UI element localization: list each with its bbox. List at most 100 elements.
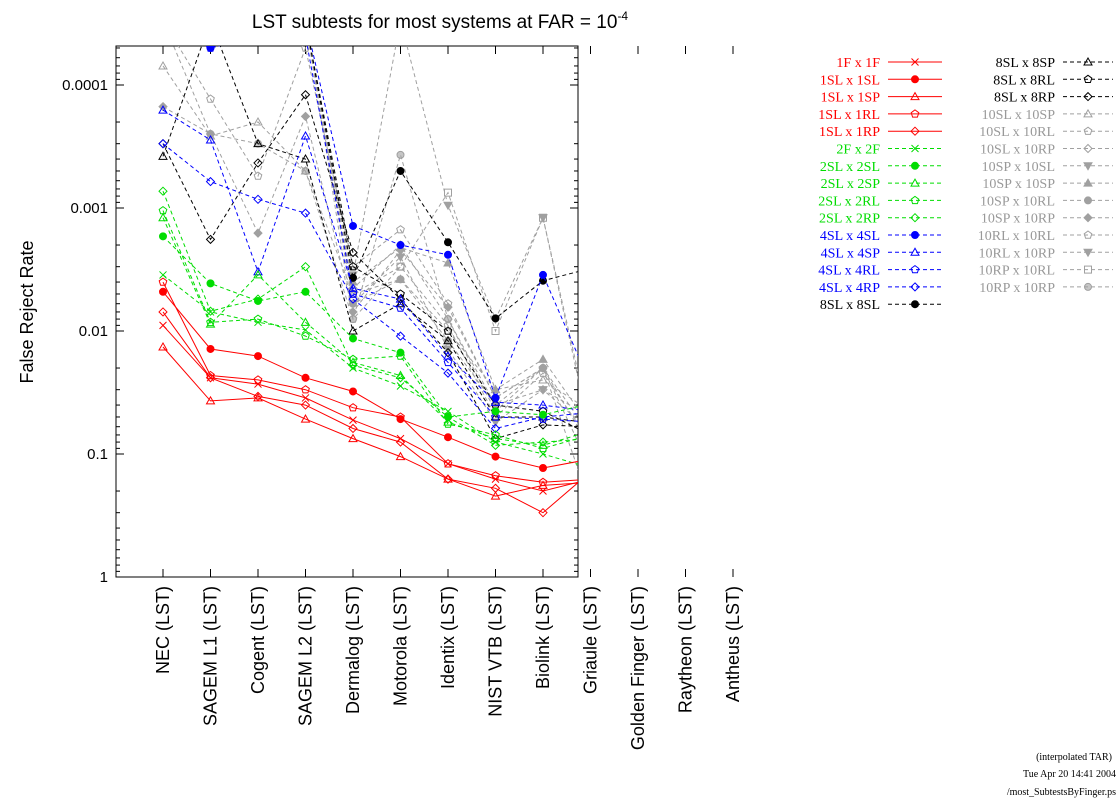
data-point-2sl-x-2sl [730, 430, 737, 437]
legend-label: 2SL x 2SL [820, 160, 880, 175]
x-tick-label: Antheus (LST) [723, 586, 743, 702]
data-point-10sl-x-10rl [587, 501, 595, 508]
data-point-1sl-x-1rp [205, 373, 216, 383]
legend-entry-10rl-x-10rp: 10RL x 10RP [979, 246, 1113, 261]
data-point-10rp-x-10rp [396, 150, 405, 159]
data-point-4sl-x-4sp [729, 423, 737, 430]
legend-entry-1sl-x-1sl: 1SL x 1SL [820, 73, 942, 88]
data-point-10rp-x-10rl [587, 431, 594, 438]
data-point-10rp-x-10rp [206, 129, 215, 138]
series-8sl-x-8rp [158, 90, 578, 444]
legend-entry-2sl-x-2sp: 2SL x 2SP [821, 177, 942, 192]
x-axis: NEC (LST) SAGEM L1 (LST) Cogent (LST) SAGEM… [153, 46, 743, 750]
legend-entry-10sp-x-10rp: 10SP x 10RP [981, 212, 1113, 227]
legend-label: 10SL x 10SP [982, 108, 1056, 123]
series-10rp-x-10rl [309, 46, 594, 438]
x-tick-label: Dermalog (LST) [343, 586, 363, 714]
data-point-2sl-x-2rp [300, 261, 311, 272]
data-point-1sl-x-1sp [300, 414, 311, 423]
data-point-10sl-x-10sp [634, 367, 642, 374]
data-point-4sl-x-4rl [491, 412, 500, 421]
x-tick-label: Golden Finger (LST) [628, 586, 648, 750]
legend-marker-10sp-x-10sp [1083, 178, 1093, 187]
data-point-2sl-x-2sl [587, 400, 594, 407]
data-point-8sl-x-8rl [682, 394, 690, 401]
series-line-4sl-x-4rp [162, 143, 578, 430]
data-point-4sl-x-4rp [729, 418, 737, 426]
data-point-10sp-x-10rl [587, 431, 594, 438]
data-point-8sl-x-8sp [395, 298, 406, 308]
data-point-2sl-x-2sl [206, 279, 215, 288]
data-point-10sl-x-10rl [396, 225, 405, 234]
legend-label: 1SL x 1RL [818, 108, 880, 123]
data-point-1sl-x-1sp [205, 395, 216, 405]
data-point-1sl-x-1rl [443, 459, 453, 468]
legend-entry-2sl-x-2sl: 2SL x 2SL [820, 160, 942, 175]
data-point-10sl-x-10rl [634, 352, 642, 359]
data-point-8sl-x-8sl [587, 265, 594, 272]
data-point-10sp-x-10sp [682, 355, 690, 362]
series-line-2sl-x-2rl [162, 210, 578, 449]
data-point-1sl-x-1sl [730, 462, 737, 469]
legend-entry-8sl-x-8rl: 8SL x 8RL [993, 73, 1113, 88]
data-point-8sl-x-8sp [443, 335, 453, 345]
data-point-2sl-x-2rp [634, 478, 642, 486]
legend-marker-1sl-x-1rl [910, 109, 920, 118]
data-point-4sl-x-4sp [205, 134, 216, 144]
data-point-10sp-x-10rl [635, 353, 642, 360]
series-line-2sl-x-2rp [162, 191, 578, 446]
data-point-10rl-x-10rl [538, 368, 548, 377]
data-point-10sp-x-10sl [634, 322, 642, 329]
data-point-2sl-x-2sl [491, 407, 500, 416]
data-point-1sl-x-1sp [348, 433, 358, 443]
data-point-10rl-x-10rl [587, 438, 595, 445]
data-point-8sl-x-8rl [587, 431, 595, 438]
data-point-1sl-x-1sl [159, 287, 167, 296]
data-point-4sl-x-4sp [443, 351, 453, 360]
data-point-2sl-x-2sp [253, 269, 263, 279]
series-1sl-x-1sl [159, 287, 737, 473]
data-point-10sp-x-10rp [253, 228, 263, 238]
data-point-4sl-x-4sp [538, 400, 548, 409]
data-point-4sl-x-4rl [348, 289, 358, 298]
legend-label: 10RP x 10RL [979, 264, 1056, 279]
series-10rl-x-10rl [309, 46, 595, 445]
data-point-10rl-x-10rp [395, 253, 406, 262]
data-point-2sl-x-2rl [443, 419, 453, 428]
legend-entry-10sl-x-10rp: 10SL x 10RP [980, 143, 1113, 158]
legend-label: 2F x 2F [836, 143, 880, 158]
data-point-10rl-x-10rp [443, 345, 453, 354]
data-point-1sl-x-1rp [682, 484, 690, 492]
data-point-2sl-x-2sp [729, 468, 737, 475]
x-tick-label: Raytheon (LST) [676, 586, 696, 713]
data-point-4sl-x-4rl [587, 418, 595, 425]
data-point-1sl-x-1sl [635, 453, 642, 460]
legend-label: 8SL x 8SP [996, 56, 1056, 71]
data-point-4sl-x-4rp [682, 490, 690, 498]
data-point-10sl-x-10sp [538, 374, 548, 384]
legend-label: 1SL x 1SL [820, 73, 880, 88]
data-point-10rp-x-10rp [730, 465, 737, 472]
data-point-1sl-x-1sp [729, 494, 737, 501]
legend-label: 8SL x 8RP [994, 91, 1055, 106]
data-point-4sl-x-4sl [444, 250, 452, 259]
data-point-1sl-x-1rl [301, 385, 310, 394]
legend-marker-10rl-x-10rp [1083, 248, 1093, 258]
data-point-4sl-x-4rp [158, 138, 168, 149]
data-point-2sl-x-2rl [634, 484, 642, 491]
legend-marker-2f-x-2f [911, 144, 919, 153]
legend-marker-2sl-x-2rp [910, 212, 920, 223]
data-point-4sl-x-4sl [682, 333, 689, 340]
data-point-1sl-x-1sp [682, 492, 690, 499]
data-point-1sl-x-1sl [254, 352, 262, 361]
data-point-2sl-x-2rl [729, 501, 737, 508]
data-point-10rl-x-10rl [396, 262, 405, 271]
data-point-2sl-x-2rp [682, 450, 690, 458]
legend-entry-8sl-x-8sl: 8SL x 8SL [820, 298, 942, 313]
data-point-4sl-x-4sp [490, 397, 501, 406]
y-tick-label: 0.0001 [62, 77, 108, 94]
chart-title-main: LST subtests for most systems at FAR = 1… [252, 12, 618, 33]
data-point-1sl-x-1rp [348, 423, 358, 434]
data-point-10sp-x-10sp [490, 384, 501, 394]
data-point-1sl-x-1rl [253, 375, 263, 384]
